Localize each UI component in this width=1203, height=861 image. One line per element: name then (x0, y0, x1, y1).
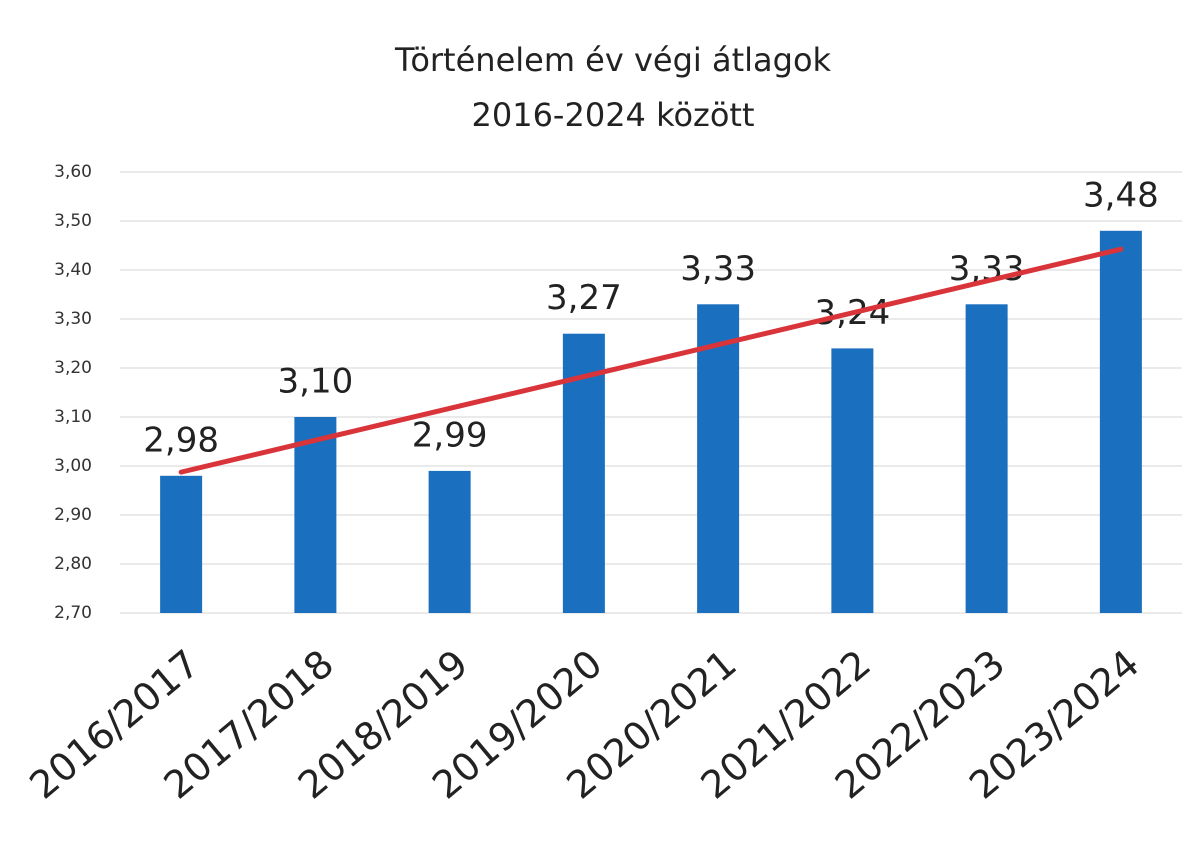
chart-title: Történelem év végi átlagok (394, 41, 832, 79)
bar (965, 304, 1008, 613)
trendline (178, 246, 1124, 475)
value-label: 2,99 (412, 415, 488, 455)
y-tick-label: 3,30 (54, 309, 92, 329)
value-label: 3,27 (546, 278, 622, 318)
y-tick-label: 3,20 (54, 358, 92, 378)
y-tick-label: 2,90 (54, 505, 92, 525)
value-label: 3,33 (680, 249, 756, 289)
y-tick-label: 2,80 (54, 554, 92, 574)
bar (160, 475, 203, 613)
chart-title: 2016-2024 között (471, 96, 754, 134)
value-label: 3,48 (1083, 175, 1159, 215)
bar (697, 304, 740, 613)
bar (294, 417, 337, 613)
value-label: 3,10 (278, 362, 354, 402)
y-tick-label: 3,00 (54, 456, 92, 476)
bar (1099, 230, 1142, 614)
bar (428, 470, 471, 613)
y-tick-label: 3,40 (54, 260, 92, 280)
bar (831, 348, 874, 613)
y-tick-label: 3,60 (54, 162, 92, 182)
y-tick-label: 3,10 (54, 407, 92, 427)
y-tick-label: 3,50 (54, 211, 92, 231)
value-label: 2,98 (143, 420, 219, 460)
y-tick-label: 2,70 (54, 603, 92, 623)
